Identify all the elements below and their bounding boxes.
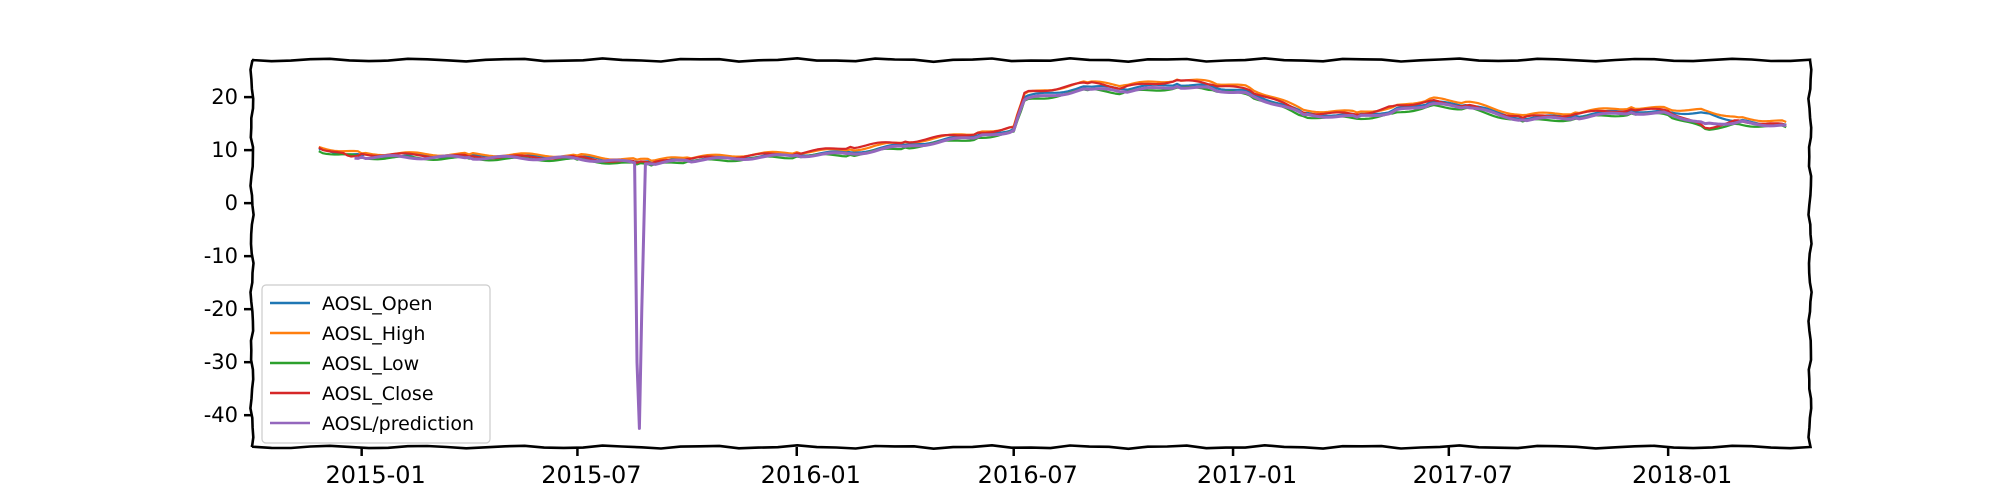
x-tick-label: 2017-07 [1413,461,1513,489]
y-tick-label: 10 [211,138,238,162]
legend-box [261,284,491,444]
legend-label: AOSL_Low [322,353,419,375]
legend-label: AOSL_Open [322,293,433,315]
y-tick-label: -20 [204,297,238,321]
y-tick-label: 20 [211,85,238,109]
legend: AOSL_Open AOSL_High AOSL_Low AOSL_Close AOSL… [261,284,491,444]
series-lines [318,78,1787,430]
x-tick-label: 2017-01 [1197,461,1297,489]
y-tick-label: -40 [204,403,238,427]
x-tick-label: 2016-07 [978,461,1078,489]
x-tick-label: 2016-01 [761,461,861,489]
x-tick-label: 2018-01 [1632,461,1732,489]
series-line-aosl-low [318,86,1787,167]
y-tick-label: -30 [204,350,238,374]
legend-label: AOSL/prediction [322,413,474,435]
series-line-aosl-prediction [354,85,1787,430]
x-tick-label: 2015-07 [541,461,641,489]
legend-label: AOSL_Close [322,383,434,405]
y-tick-label: 0 [225,191,238,215]
legend-label: AOSL_High [322,323,425,345]
x-axis: 2015-01 2015-07 2016-01 2016-07 2017-01 2017-… [326,447,1732,489]
y-tick-label: -10 [204,244,238,268]
x-tick-label: 2015-01 [326,461,426,489]
y-axis: 20 10 0 -10 -20 -30 -40 [204,85,252,427]
plot-frame [249,56,1813,451]
